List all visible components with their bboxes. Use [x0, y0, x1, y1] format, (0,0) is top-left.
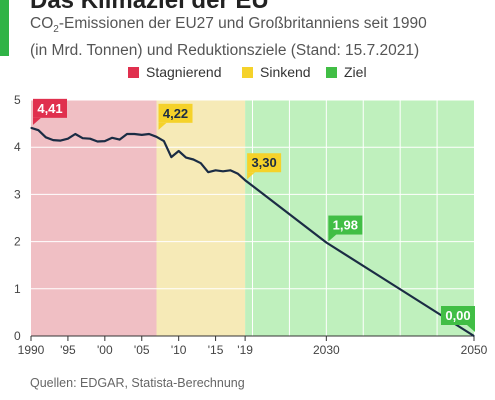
legend-swatch-red [128, 66, 139, 78]
data-point [45, 136, 47, 138]
data-label-box [158, 103, 193, 123]
data-point [192, 158, 195, 161]
chart-subtitle: CO2-Emissionen der EU27 und Großbritanni… [30, 13, 490, 61]
data-point [155, 136, 158, 138]
data-label-2: 4,22 [158, 103, 193, 130]
chart-title: Das Klimaziel der EU [30, 0, 269, 14]
x-tick-label: 2050 [461, 343, 488, 357]
data-label-pointer [467, 325, 475, 332]
data-label-box [33, 98, 67, 118]
chart-legend: Stagnierend Sinkend Ziel [0, 64, 495, 82]
legend-item-ziel: Ziel [326, 64, 367, 80]
subtitle-sub-2: 2 [53, 24, 59, 36]
data-point [104, 140, 106, 142]
data-point [214, 169, 217, 171]
data-point [37, 129, 39, 131]
data-point [207, 171, 209, 173]
data-point [178, 150, 180, 152]
emissions-line [30, 126, 475, 337]
data-point [119, 139, 121, 141]
emissions-line-chart: 0 1 2 3 4 5 1990 '95 '00 '05 '10 '15 '19 2030 2050 4,41… [14, 93, 488, 357]
zone-sinkend [156, 100, 246, 336]
x-tick-label: '00 [97, 343, 113, 357]
data-label-text: 4,22 [163, 106, 188, 121]
data-point [222, 170, 224, 172]
legend-swatch-yellow [242, 66, 253, 78]
data-point [96, 140, 99, 143]
data-point [52, 139, 54, 141]
data-point [170, 156, 172, 158]
y-tick-label: 2 [14, 235, 21, 249]
data-point [111, 137, 113, 139]
legend-label: Stagnierend [146, 64, 222, 80]
y-tick-label: 3 [14, 187, 21, 201]
data-point [185, 156, 187, 159]
y-tick-label: 0 [14, 329, 21, 343]
data-label-text: 3,30 [251, 155, 276, 170]
y-tick-label: 5 [14, 93, 21, 107]
x-tick-label: 2030 [313, 343, 340, 357]
data-point [133, 133, 135, 135]
legend-item-stagnierend: Stagnierend [128, 64, 222, 80]
data-point [229, 169, 231, 171]
source-note: Quellen: EDGAR, Statista-Berechnung [30, 376, 245, 390]
data-point [237, 173, 239, 175]
data-label-box [328, 215, 363, 235]
data-point [141, 134, 143, 136]
x-tick-label: '15 [208, 343, 224, 357]
subtitle-co: CO [30, 15, 54, 32]
data-label-text: 1,98 [333, 218, 358, 233]
data-point [200, 162, 202, 164]
data-label-pointer [158, 122, 167, 130]
data-point [74, 133, 76, 135]
y-tick-label: 1 [14, 282, 21, 296]
data-point [473, 335, 475, 337]
data-label-box [247, 153, 282, 173]
data-label-4: 1,98 [328, 215, 363, 242]
data-point [325, 241, 327, 244]
data-label-3: 3,30 [247, 153, 282, 180]
data-label-pointer [328, 234, 337, 242]
subtitle-rest: -Emissionen der EU27 und Großbritanniens… [58, 15, 427, 32]
data-label-text: 0,00 [445, 308, 470, 323]
legend-label: Sinkend [260, 64, 311, 80]
x-tick-label: '10 [171, 343, 187, 357]
legend-swatch-green [326, 66, 337, 78]
y-tick-label: 4 [14, 140, 21, 154]
data-point [30, 127, 32, 129]
x-tick-label: '05 [134, 343, 150, 357]
subtitle-line-2: (in Mrd. Tonnen) und Reduktionsziele (St… [30, 42, 420, 60]
legend-item-sinkend: Sinkend [242, 64, 311, 80]
x-tick-label: '19 [237, 343, 253, 357]
data-point [148, 133, 150, 135]
data-point [59, 139, 62, 142]
subtitle-line-1: CO2-Emissionen der EU27 und Großbritanni… [30, 13, 490, 40]
data-point [126, 133, 128, 135]
accent-bar [0, 0, 9, 56]
data-point [89, 138, 91, 140]
data-point [163, 140, 165, 142]
data-label-1: 4,41 [33, 98, 67, 125]
data-label-5: 0,00 [441, 306, 475, 332]
data-point [82, 137, 84, 139]
data-label-box [441, 306, 475, 325]
data-point [67, 138, 69, 140]
data-label-text: 4,41 [37, 101, 62, 116]
data-label-pointer [33, 117, 41, 125]
data-point [244, 179, 246, 181]
data-label-pointer [247, 172, 256, 180]
x-tick-label: 1990 [18, 343, 45, 357]
legend-label: Ziel [344, 64, 367, 80]
x-tick-label: '95 [60, 343, 76, 357]
